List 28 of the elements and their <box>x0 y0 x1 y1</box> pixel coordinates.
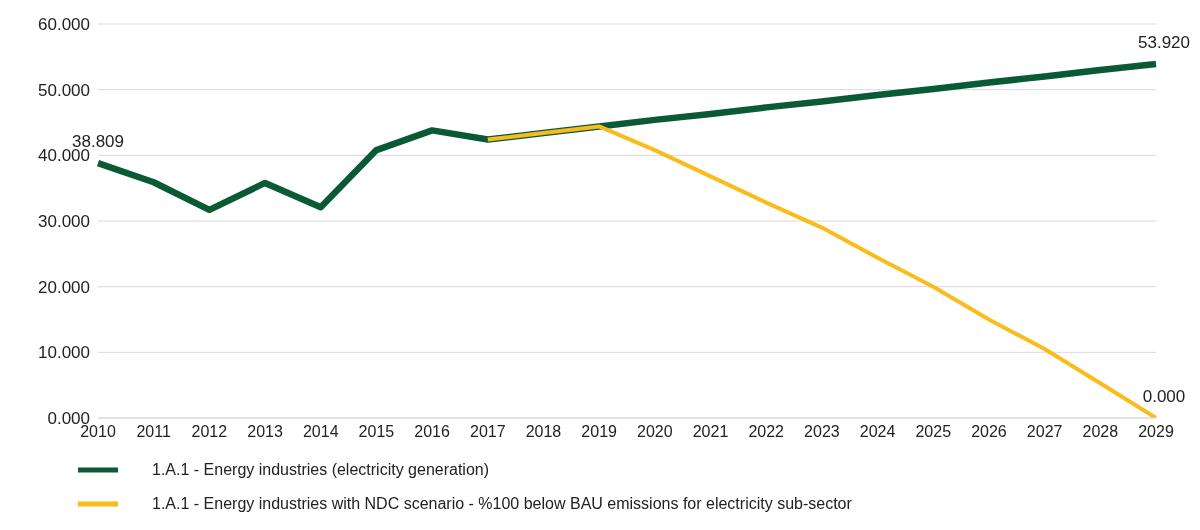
x-tick-label: 2027 <box>1026 423 1063 441</box>
legend-label: 1.A.1 - Energy industries with NDC scenario - %100 below BAU emissions for electricity sub-sector <box>152 494 852 514</box>
x-tick-label: 2019 <box>581 423 618 441</box>
x-tick-label: 2025 <box>915 423 952 441</box>
x-tick-label: 2011 <box>136 423 171 441</box>
legend-label: 1.A.1 - Energy industries (electricity generation) <box>152 460 490 480</box>
x-tick-label: 2018 <box>525 423 562 441</box>
y-tick-label: 60.000 <box>38 15 90 35</box>
x-tick-label: 2021 <box>692 423 729 441</box>
x-tick-label: 2024 <box>859 423 896 441</box>
x-tick-label: 2017 <box>469 423 506 441</box>
x-tick-label: 2026 <box>971 423 1007 441</box>
x-tick-label: 2023 <box>804 423 840 441</box>
y-tick-label: 30.000 <box>38 212 90 232</box>
x-tick-label: 2015 <box>358 423 395 441</box>
x-tick-label: 2029 <box>1138 423 1174 441</box>
data-label: 53.920 <box>1138 32 1190 52</box>
y-tick-label: 10.000 <box>38 343 90 363</box>
data-label: 0.000 <box>1142 387 1186 406</box>
x-tick-label: 2014 <box>302 423 339 441</box>
x-tick-label: 2020 <box>637 423 673 441</box>
x-tick-label: 2016 <box>414 423 450 441</box>
x-tick-label: 2012 <box>191 423 228 441</box>
y-tick-label: 50.000 <box>38 80 90 100</box>
y-tick-label: 20.000 <box>38 277 90 297</box>
x-tick-label: 2013 <box>247 423 283 441</box>
x-tick-label: 2022 <box>748 423 785 441</box>
x-tick-label: 2028 <box>1082 423 1119 441</box>
